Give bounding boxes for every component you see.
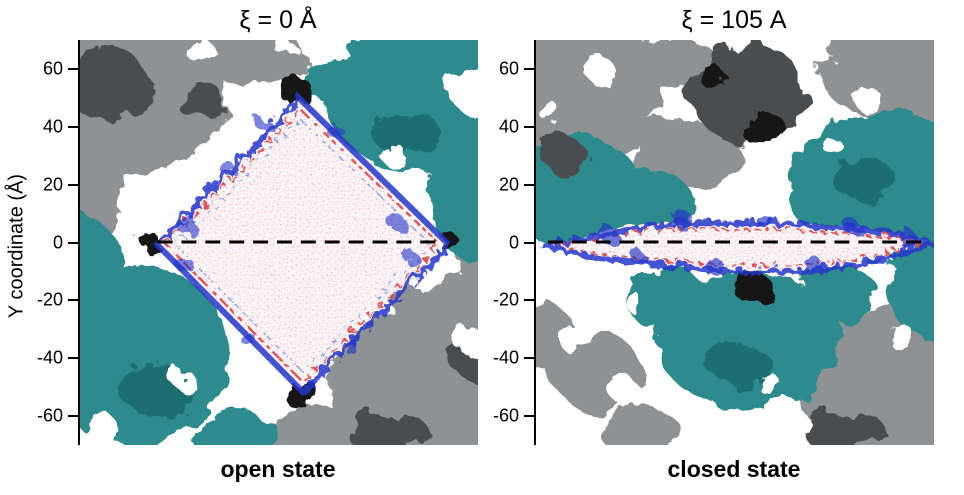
panel-closed-caption: closed state [667,456,801,482]
blue-density-blotches [597,213,919,274]
tick-mark [524,357,534,360]
tick-mark [524,125,534,128]
pore-fringe-light-blue [171,114,430,370]
panel-closed-plot-row: 60 40 20 0 -20 -40 -60 [488,40,934,445]
tick-label: 40 [498,116,519,137]
tick-label: -60 [36,405,63,426]
panel-open: ξ = 0 Å 60 40 20 0 -20 -40 -60 [32,4,478,495]
panel-closed-title: ξ = 105 A [681,6,787,34]
y-axis-label: Y coordinate (Å) [5,173,28,319]
panel-open-title: ξ = 0 Å [239,6,317,34]
panel-closed-y-axis: 60 40 20 0 -20 -40 -60 [488,40,534,445]
panel-open-y-axis: 60 40 20 0 -20 -40 -60 [32,40,78,445]
tick-mark [524,67,534,70]
panel-open-plot [78,40,478,445]
tick-mark [524,415,534,418]
teal-shaded-patches [708,160,897,385]
y-axis-label-container: Y coordinate (Å) [2,4,32,495]
tick-label: 20 [498,174,519,195]
tick-mark [524,241,534,244]
tick-mark [68,415,78,418]
panel-closed: ξ = 105 A 60 40 20 0 -20 -40 -60 [488,4,934,495]
white-solvent-pockets [539,54,916,404]
blue-density-blotches [173,118,416,347]
panel-open-caption: open state [220,456,336,482]
black-blobs [702,69,785,303]
white-solvent-pockets [83,40,478,445]
tick-mark [68,125,78,128]
tick-label: -60 [492,405,519,426]
tick-label: 0 [52,232,63,252]
open-state-scene [80,40,478,445]
tick-label: -20 [36,289,63,310]
panel-open-plot-row: 60 40 20 0 -20 -40 -60 [32,40,478,445]
tick-label: 0 [508,232,519,252]
tick-mark [68,241,78,244]
teal-protein-surfaces [80,40,478,445]
tick-mark [68,183,78,186]
tick-label: 60 [42,58,63,79]
closed-state-scene [536,40,934,445]
tick-label: -40 [492,347,519,368]
panel-closed-plot [534,40,934,445]
tick-mark [68,299,78,302]
tick-mark [524,299,534,302]
tick-label: -20 [492,289,519,310]
tick-label: 60 [498,58,519,79]
tick-mark [68,67,78,70]
tick-label: -40 [36,347,63,368]
tick-mark [524,183,534,186]
tick-mark [68,357,78,360]
tick-label: 40 [42,116,63,137]
tick-label: 20 [42,174,63,195]
pore-fringe-blue [536,216,934,272]
